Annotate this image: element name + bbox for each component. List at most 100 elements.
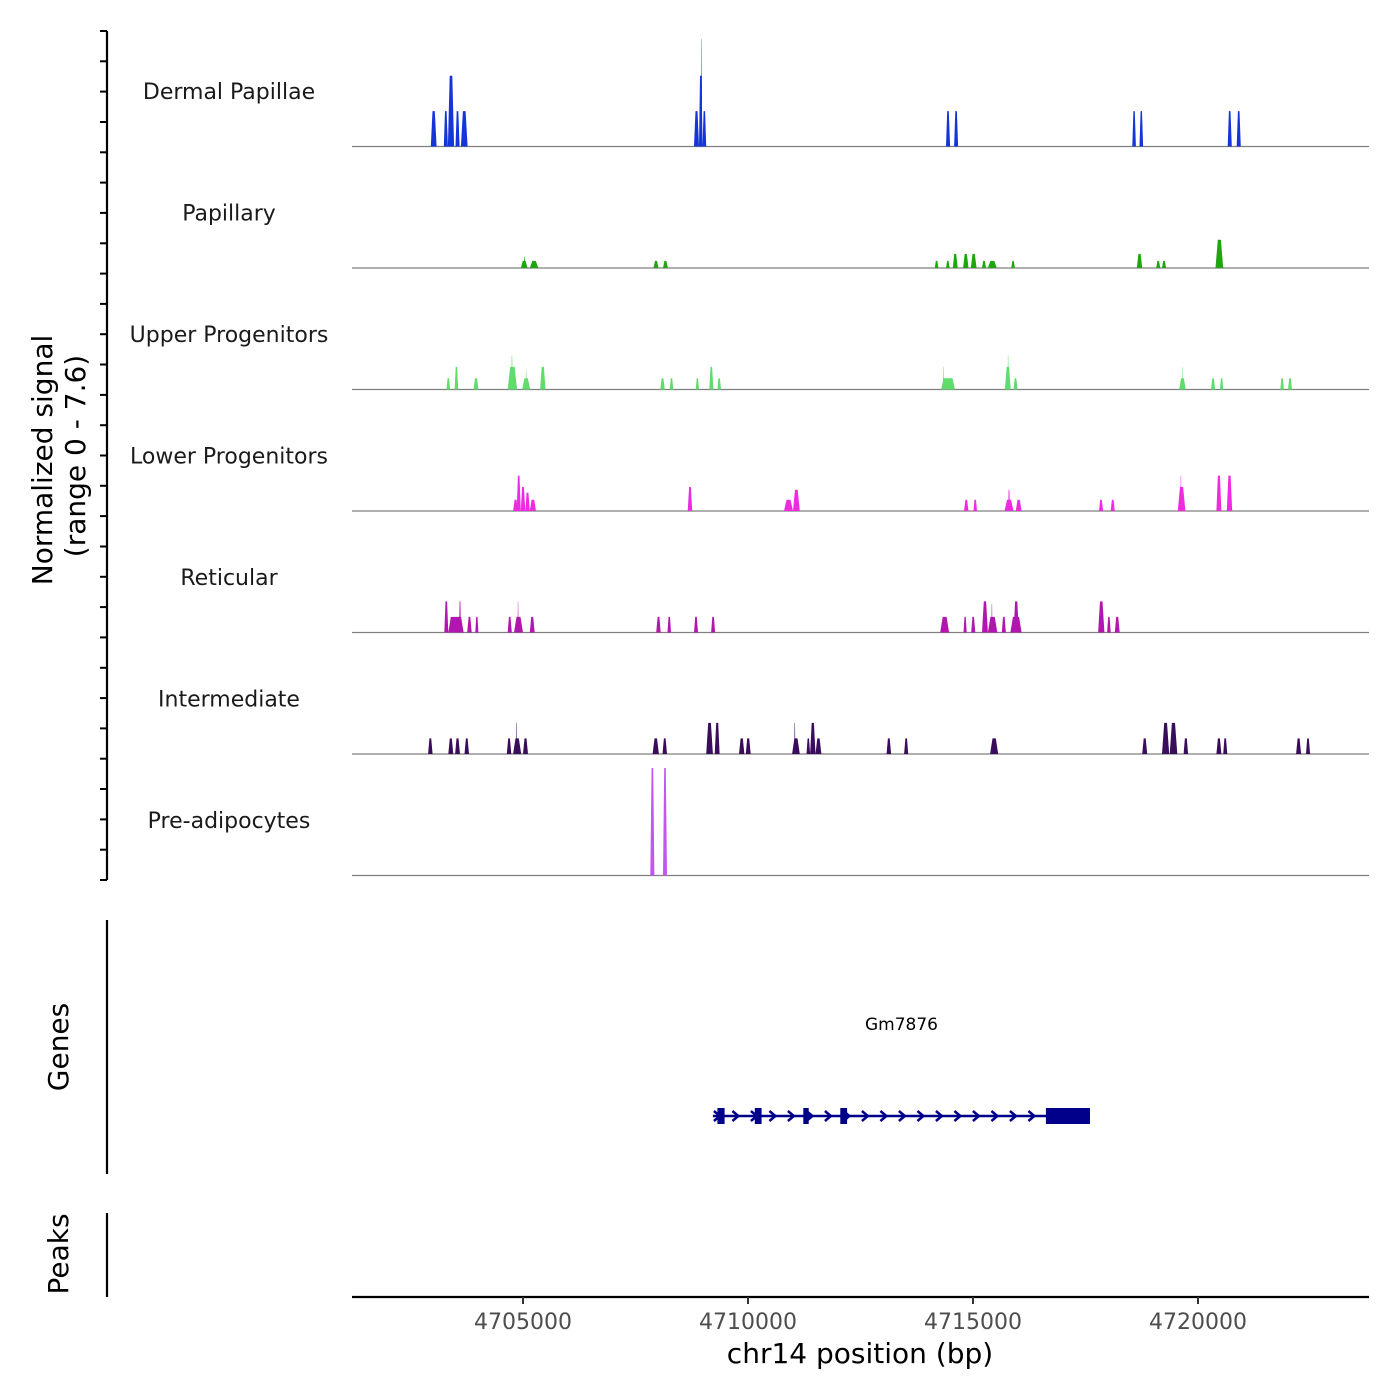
signal-peak xyxy=(701,39,703,147)
signal-peak xyxy=(1227,111,1232,147)
strand-arrow-icon xyxy=(935,1110,944,1122)
track-label: Reticular xyxy=(180,566,278,591)
peaks-axis-title: Peaks xyxy=(42,1213,75,1294)
signal-peak xyxy=(706,722,713,754)
signal-peak xyxy=(714,722,720,754)
signal-peak xyxy=(739,738,745,754)
signal-peak xyxy=(987,616,998,633)
signal-peak xyxy=(1288,378,1292,390)
signal-peak xyxy=(1181,366,1183,390)
signal-peak xyxy=(506,738,512,754)
signal-peak xyxy=(784,499,793,511)
signal-peak xyxy=(1220,378,1224,390)
signal-peak xyxy=(904,738,909,754)
signal-peak xyxy=(467,616,472,633)
signal-peak xyxy=(1007,355,1009,390)
coverage-tracks: Dermal Papillae Papillary Upper Progenitor… xyxy=(130,39,1369,877)
signal-peak xyxy=(794,722,796,754)
signal-peak xyxy=(1216,738,1222,754)
gene-name-label: Gm7876 xyxy=(865,1015,938,1035)
strand-arrow-icon xyxy=(731,1110,741,1122)
signal-peak xyxy=(1177,487,1186,511)
signal-peak xyxy=(970,253,977,268)
signal-peak xyxy=(1296,738,1302,754)
signal-peak xyxy=(1169,722,1178,754)
signal-peak xyxy=(1015,499,1022,511)
signal-peak xyxy=(540,366,546,390)
signal-peak xyxy=(529,499,536,511)
signal-peak xyxy=(1099,499,1104,511)
signal-peak xyxy=(1211,378,1216,390)
track-dermal-papillae: Dermal Papillae xyxy=(143,39,1369,148)
signal-peak xyxy=(455,111,460,147)
signal-peak xyxy=(954,111,959,147)
signal-peak xyxy=(1114,616,1120,633)
x-tick-label: 4710000 xyxy=(699,1310,797,1335)
signal-peak xyxy=(711,616,716,633)
track-papillary: Papillary xyxy=(182,202,1369,269)
signal-peak xyxy=(963,616,967,633)
signal-peak xyxy=(1001,616,1006,633)
signal-peak xyxy=(1226,475,1233,511)
coverage-y-ticks xyxy=(100,30,107,881)
signal-peak xyxy=(656,616,661,633)
track-upper-progenitors: Upper Progenitors xyxy=(130,323,1369,391)
signal-peak xyxy=(653,260,659,268)
signal-peak xyxy=(1110,499,1115,511)
gene-exon xyxy=(717,1108,725,1124)
gene-exon xyxy=(754,1108,762,1124)
signal-peak xyxy=(1223,738,1228,754)
track-label: Dermal Papillae xyxy=(143,80,315,105)
signal-peak xyxy=(1162,260,1167,268)
y-axis-title-line1: Normalized signal xyxy=(26,335,59,586)
signal-peak xyxy=(942,366,944,390)
coverage-y-axis-title: Normalized signal (range 0 - 7.6) xyxy=(26,335,92,586)
signal-peak xyxy=(934,260,939,268)
signal-peak xyxy=(952,253,958,268)
signal-peak xyxy=(660,378,665,390)
signal-peak xyxy=(973,499,977,511)
signal-peak xyxy=(1011,260,1015,268)
strand-arrow-icon xyxy=(1009,1110,1018,1122)
signal-peak xyxy=(650,768,655,876)
track-label: Lower Progenitors xyxy=(130,445,328,470)
signal-peak xyxy=(717,378,721,390)
track-label: Papillary xyxy=(182,202,276,227)
signal-peak xyxy=(941,378,955,390)
signal-peak xyxy=(430,111,437,147)
signal-peak xyxy=(517,601,519,633)
signal-peak xyxy=(792,738,800,754)
signal-peak xyxy=(946,111,951,147)
x-tick-label: 4705000 xyxy=(474,1310,572,1335)
strand-arrow-icon xyxy=(768,1110,778,1122)
signal-peak xyxy=(525,492,530,511)
x-axis-ticks: 4705000 4710000 4715000 4720000 xyxy=(474,1297,1247,1335)
track-label: Upper Progenitors xyxy=(130,323,329,348)
y-axis-title-line2: (range 0 - 7.6) xyxy=(59,355,92,557)
gene-track: Gm7876 xyxy=(712,1015,1090,1124)
signal-peak xyxy=(663,260,668,268)
signal-peak xyxy=(511,355,513,390)
signal-peak xyxy=(702,111,707,147)
signal-peak xyxy=(1107,616,1111,633)
signal-peak xyxy=(446,378,451,390)
track-reticular: Reticular xyxy=(180,566,1369,634)
signal-peak xyxy=(529,260,539,268)
signal-peak xyxy=(940,616,950,633)
signal-peak xyxy=(473,378,479,390)
signal-peak xyxy=(514,616,523,633)
signal-peak xyxy=(886,738,892,754)
signal-peak xyxy=(520,487,526,511)
signal-peak xyxy=(669,378,674,390)
signal-peak xyxy=(1183,738,1189,754)
peaks-panel: Peaks xyxy=(42,1213,109,1297)
strand-arrow-icon xyxy=(824,1110,833,1122)
signal-peak xyxy=(475,616,479,633)
signal-peak xyxy=(459,601,461,633)
strand-arrow-icon xyxy=(879,1110,889,1122)
signal-peak xyxy=(516,475,521,511)
signal-peak xyxy=(982,260,986,268)
signal-peak xyxy=(448,616,464,633)
strand-arrow-icon xyxy=(898,1110,907,1122)
